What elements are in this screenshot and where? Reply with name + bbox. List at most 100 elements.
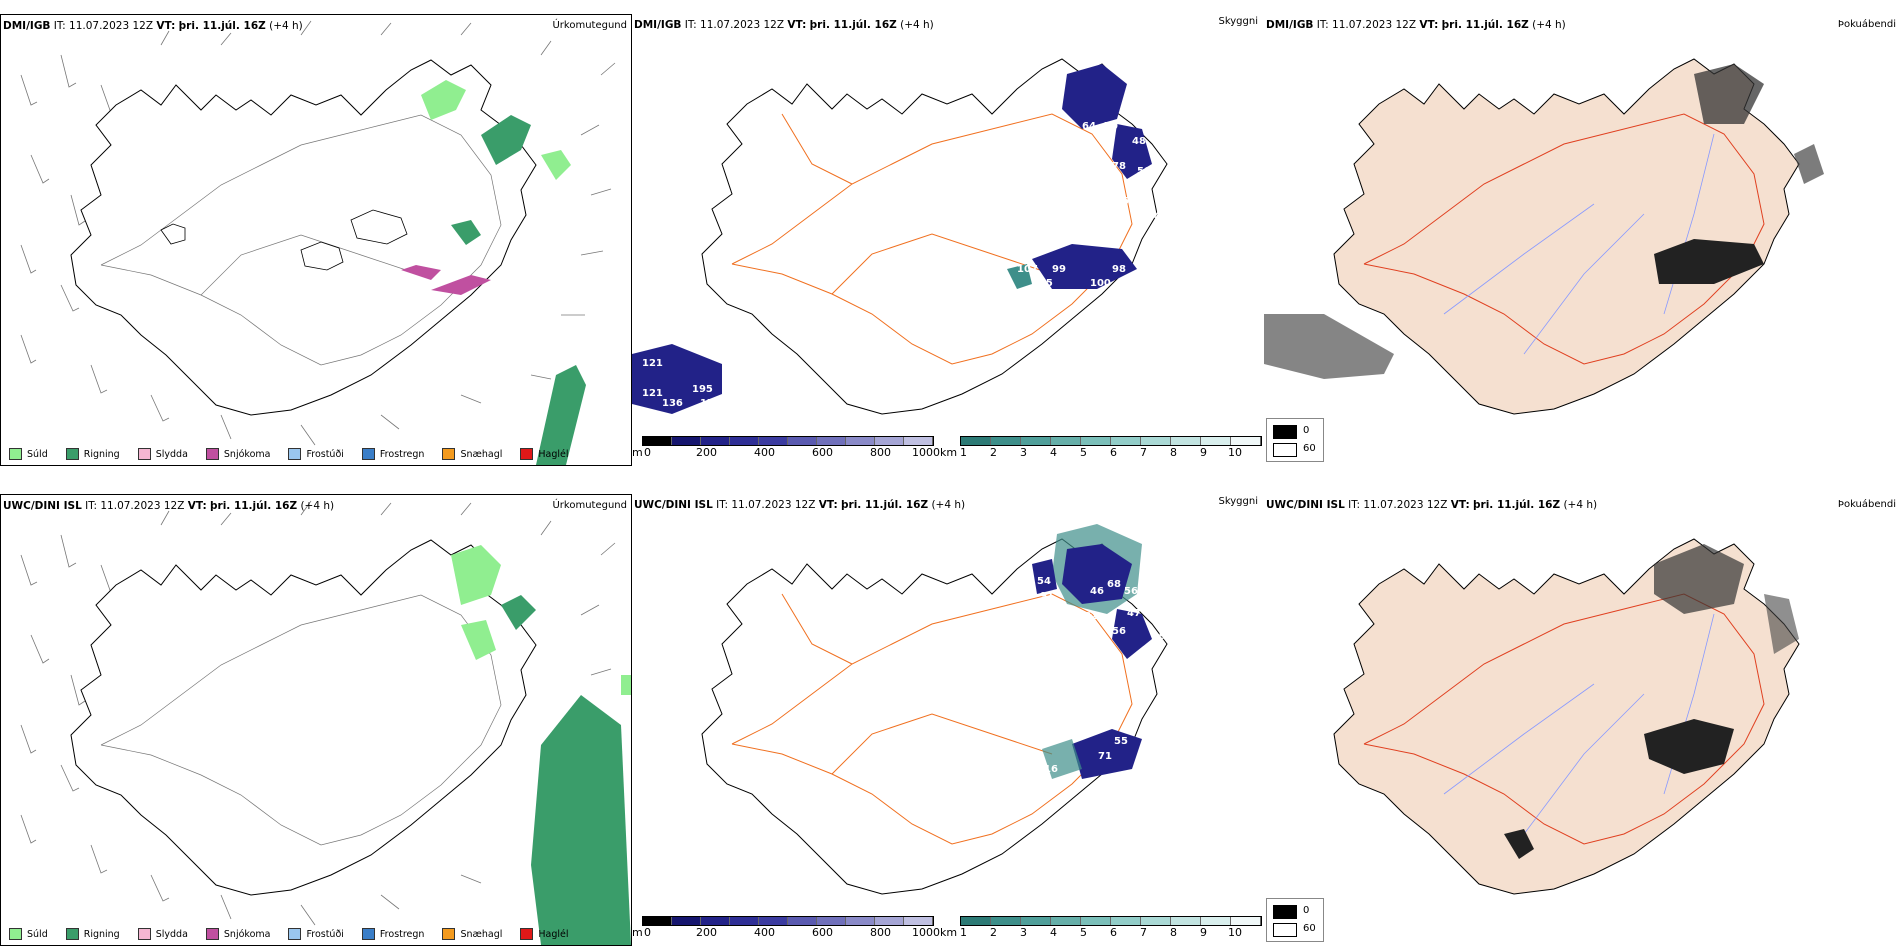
legend-frostregn: Frostregn [361,448,424,460]
legend-slydda: Slydda [137,928,188,940]
svg-text:16: 16 [1044,764,1058,775]
visibility-panel-top: 64 70 48 78 50 61 34 107 99 98 135 100 1… [632,14,1262,464]
svg-text:71: 71 [1098,751,1112,762]
svg-text:64: 64 [1082,121,1096,132]
km-colorbar: km 1 2 3 4 5 6 7 8 9 10 [940,914,1262,944]
panel-header: DMI/IGB IT: 11.07.2023 12Z VT: þri. 11.j… [3,20,303,32]
precip-type-panel-bottom: UWC/DINI ISL IT: 11.07.2023 12Z VT: þri.… [0,494,632,946]
height-colorbar: m 0 200 400 600 800 1000 [632,914,942,944]
roads [731,593,1133,845]
svg-text:100: 100 [1090,278,1111,289]
legend-snaehagl: Snæhagl [442,928,502,940]
panel-title: Þokuábendi [1837,499,1896,510]
svg-text:98: 98 [1112,264,1126,275]
fog-indicator-panel-top: DMI/IGB IT: 11.07.2023 12Z VT: þri. 11.j… [1264,14,1900,464]
low-cloud-areas [632,64,1152,414]
svg-text:70: 70 [1104,121,1118,132]
svg-text:55: 55 [1114,736,1128,747]
precip-legend: Súld Rigning Slydda Snjókoma Frostúði Fr… [1,923,579,945]
fog-legend: 0 60 [1266,418,1324,462]
svg-text:56: 56 [1112,626,1126,637]
svg-text:39: 39 [1152,631,1166,642]
roads [100,594,502,846]
model-name: UWC/DINI ISL [634,499,713,511]
legend-rigning: Rigning [65,448,120,460]
iceland-coast [70,59,537,416]
legend-suld: Súld [9,928,48,940]
legend-frostregn: Frostregn [361,928,424,940]
iceland-map [1333,538,1800,895]
svg-text:195: 195 [692,384,713,395]
svg-text:78: 78 [1112,161,1126,172]
svg-text:54: 54 [1037,576,1051,587]
roads [731,113,1133,365]
fog-areas [1504,544,1799,859]
panel-header: UWC/DINI ISL IT: 11.07.2023 12Z VT: þri.… [634,499,966,511]
precip-areas [401,80,586,465]
precip-type-panel-top: DMI/IGB IT: 11.07.2023 12Z VT: þri. 11.j… [0,14,632,466]
model-name: UWC/DINI ISL [3,500,82,512]
panel-title: Skyggni [1218,496,1258,507]
iceland-map: 64 70 48 78 50 61 34 107 99 98 135 100 1… [632,58,1168,415]
iceland-coast [70,539,537,896]
fog-indicator-panel-bottom: UWC/DINI ISL IT: 11.07.2023 12Z VT: þri.… [1264,494,1900,944]
legend-frostudi: Frostúði [288,448,344,460]
svg-text:135: 135 [1032,278,1053,289]
svg-text:50: 50 [1137,166,1151,177]
legend-suld: Súld [9,448,48,460]
legend-slydda: Slydda [137,448,188,460]
panel-header: UWC/DINI ISL IT: 11.07.2023 12Z VT: þri.… [1266,499,1598,511]
glacier-outlines [160,209,408,271]
iceland-map [20,500,631,945]
svg-text:136: 136 [662,398,683,409]
iceland-map: 54 46 68 56 91 82 47 56 39 55 71 16 [701,524,1168,895]
roads [1363,593,1765,845]
svg-text:34: 34 [1147,211,1161,222]
svg-text:68: 68 [1107,579,1121,590]
legend-snjokoma: Snjókoma [205,928,270,940]
svg-text:56: 56 [1124,586,1138,597]
svg-text:46: 46 [1090,586,1104,597]
km-colorbar: km 1 2 3 4 5 6 7 8 9 10 [940,434,1262,464]
roads [1363,113,1765,365]
svg-text:48: 48 [1132,136,1146,147]
value-labels: 54 46 68 56 91 82 47 56 39 55 71 16 [1037,576,1166,775]
model-name: UWC/DINI ISL [1266,499,1345,511]
panel-title: Skyggni [1218,16,1258,27]
iceland-map [1264,58,1824,415]
model-name: DMI/IGB [3,20,51,32]
model-name: DMI/IGB [634,19,682,31]
svg-text:82: 82 [1084,611,1098,622]
svg-text:121: 121 [642,358,663,369]
fog-legend: 0 60 [1266,898,1324,942]
panel-title: Úrkomutegund [552,500,627,511]
roads [100,114,502,366]
precip-areas [451,545,631,945]
legend-haglel: Haglél [520,928,569,940]
svg-text:47: 47 [1127,608,1141,619]
iceland-coast [1333,538,1800,895]
panel-header: DMI/IGB IT: 11.07.2023 12Z VT: þri. 11.j… [1266,19,1566,31]
svg-text:61: 61 [1122,196,1136,207]
value-labels: 64 70 48 78 50 61 34 107 99 98 135 100 1… [642,121,1161,409]
svg-text:107: 107 [1017,264,1038,275]
panel-header: DMI/IGB IT: 11.07.2023 12Z VT: þri. 11.j… [634,19,934,31]
visibility-panel-bottom: 54 46 68 56 91 82 47 56 39 55 71 16 UWC/… [632,494,1262,944]
panel-title: Þokuábendi [1837,19,1896,30]
fog-areas [1654,64,1824,284]
svg-text:91: 91 [1040,591,1054,602]
svg-text:99: 99 [1052,264,1066,275]
panel-title: Úrkomutegund [552,20,627,31]
svg-text:121: 121 [642,388,663,399]
svg-text:174: 174 [700,398,721,409]
legend-snjokoma: Snjókoma [205,448,270,460]
precip-legend: Súld Rigning Slydda Snjókoma Frostúði Fr… [1,443,579,465]
legend-rigning: Rigning [65,928,120,940]
model-name: DMI/IGB [1266,19,1314,31]
iceland-map [20,20,616,465]
legend-haglel: Haglél [520,448,569,460]
height-colorbar: m 0 200 400 600 800 1000 [632,434,942,464]
legend-frostudi: Frostúði [288,928,344,940]
panel-header: UWC/DINI ISL IT: 11.07.2023 12Z VT: þri.… [3,500,335,512]
low-cloud-areas [1032,524,1152,779]
